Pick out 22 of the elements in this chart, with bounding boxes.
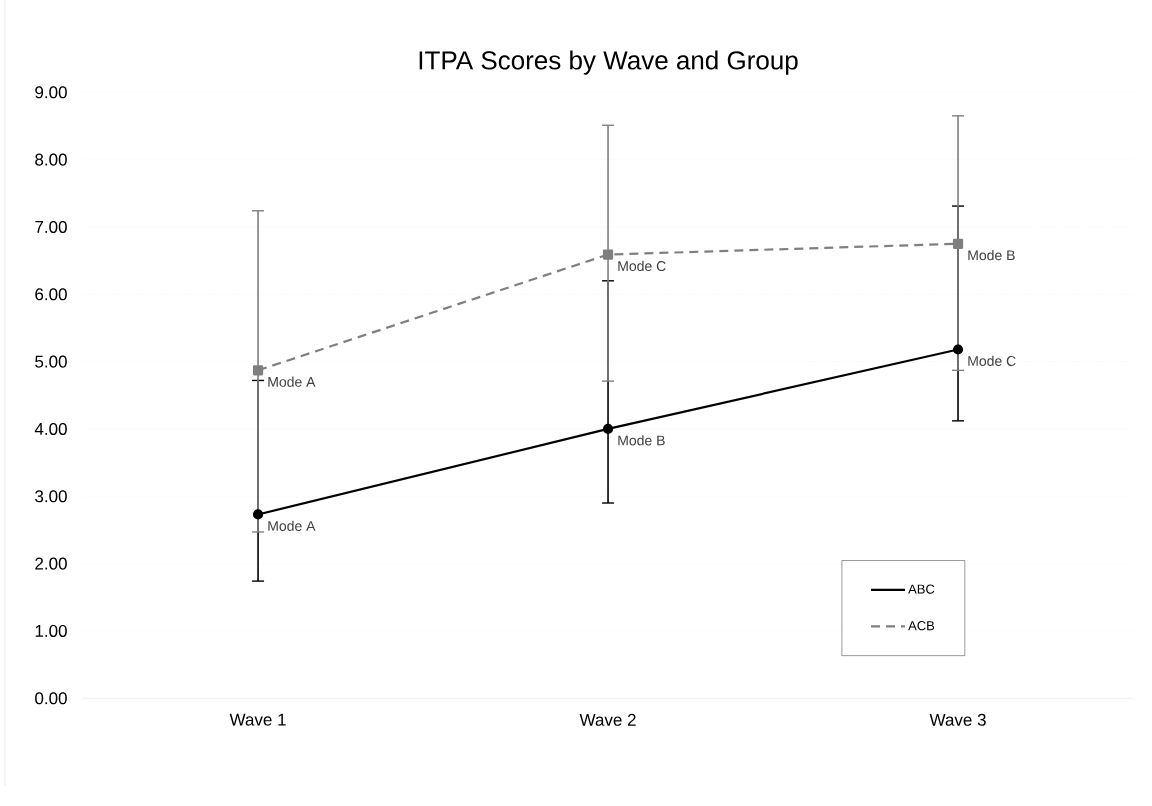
annotation: Mode B <box>968 249 1015 261</box>
y-tick-label: 4.00 <box>34 422 67 435</box>
y-tick-label: 1.00 <box>35 624 67 637</box>
annotation: Mode B <box>618 435 665 446</box>
y-tick-label: 5.00 <box>35 355 67 368</box>
y-tick-label: 3.00 <box>35 490 67 503</box>
annotation: Mode C <box>618 260 666 272</box>
y-tick-label: 0.00 <box>35 692 67 705</box>
y-tick-label: 7.00 <box>35 220 67 233</box>
x-tick-label: Wave 2 <box>579 713 636 726</box>
annotation: Mode A <box>268 520 316 531</box>
chart-title: ITPA Scores by Wave and Group <box>419 50 798 75</box>
y-tick-label: 9.00 <box>35 86 67 99</box>
y-tick-label: 2.00 <box>35 557 67 570</box>
y-tick-label: 6.00 <box>35 288 67 301</box>
annotation: Mode C <box>968 355 1016 366</box>
legend-label: ACB <box>908 621 935 631</box>
legend-label: ABC <box>908 584 935 594</box>
x-tick-label: Wave 1 <box>229 713 286 726</box>
annotation: Mode A <box>268 376 316 387</box>
x-tick-label: Wave 3 <box>929 713 986 726</box>
y-tick-label: 8.00 <box>35 153 67 166</box>
